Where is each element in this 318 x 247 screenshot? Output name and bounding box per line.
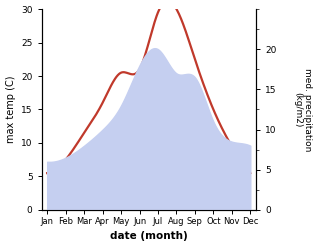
- X-axis label: date (month): date (month): [110, 231, 188, 242]
- Y-axis label: med. precipitation
(kg/m2): med. precipitation (kg/m2): [293, 68, 313, 151]
- Y-axis label: max temp (C): max temp (C): [5, 76, 16, 143]
